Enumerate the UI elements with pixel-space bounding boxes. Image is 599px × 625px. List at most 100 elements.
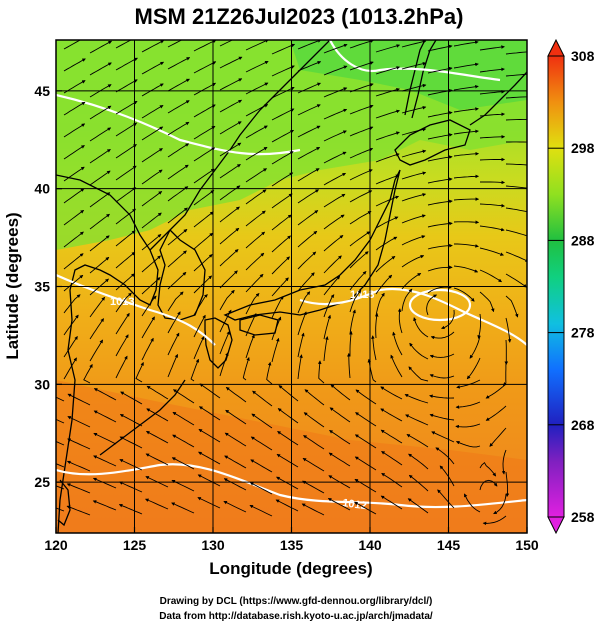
streamline xyxy=(271,108,295,121)
y-axis-label: Latitude (degrees) xyxy=(3,212,22,359)
streamline xyxy=(349,147,374,159)
streamline xyxy=(56,463,65,468)
streamline xyxy=(453,265,479,273)
streamline xyxy=(63,335,78,358)
streamline xyxy=(115,100,138,115)
y-tick-label: 35 xyxy=(34,279,50,295)
streamline xyxy=(355,389,377,405)
streamline xyxy=(63,101,86,116)
streamline xyxy=(453,129,479,135)
streamline xyxy=(167,40,183,48)
streamline xyxy=(198,451,221,465)
streamline xyxy=(242,357,250,381)
colorbar-scale xyxy=(547,55,565,518)
streamline xyxy=(380,429,403,444)
streamline xyxy=(349,190,373,203)
streamline xyxy=(317,360,325,384)
streamline xyxy=(381,451,403,466)
streamline xyxy=(323,108,348,120)
streamline xyxy=(172,411,195,426)
streamline xyxy=(141,212,162,229)
streamline xyxy=(453,287,475,302)
streamline xyxy=(219,249,239,267)
streamline xyxy=(401,255,425,268)
streamline xyxy=(141,316,155,339)
streamline xyxy=(56,418,65,424)
y-tick-label: 25 xyxy=(34,474,50,490)
streamline xyxy=(266,361,273,385)
streamline xyxy=(323,87,348,98)
streamline xyxy=(63,166,85,182)
streamline xyxy=(172,434,195,448)
streamline xyxy=(301,503,325,516)
streamline xyxy=(485,383,507,399)
streamline xyxy=(479,157,506,162)
streamline xyxy=(219,142,242,157)
colorbar-tick-label: 298 xyxy=(571,140,595,156)
streamline xyxy=(251,413,273,429)
streamline xyxy=(435,447,455,465)
streamline xyxy=(219,289,235,311)
streamline xyxy=(219,309,232,333)
y-axis-ticks: 25 30 35 40 45 xyxy=(34,83,62,490)
streamline xyxy=(479,89,505,95)
streamline xyxy=(431,431,455,443)
streamline xyxy=(63,314,79,336)
streamline xyxy=(375,131,400,141)
streamline xyxy=(199,383,221,399)
streamline xyxy=(349,169,373,181)
streamline xyxy=(349,104,374,115)
streamline xyxy=(115,355,128,379)
streamline xyxy=(167,78,190,92)
streamline xyxy=(401,273,422,290)
colorbar-top-arrow xyxy=(547,38,565,57)
streamline xyxy=(141,148,163,163)
land-temperature-northeast xyxy=(290,40,527,110)
streamline xyxy=(455,423,481,429)
streamline xyxy=(56,441,65,446)
streamline xyxy=(89,235,110,252)
streamline xyxy=(479,247,504,256)
streamline xyxy=(409,342,429,360)
streamline xyxy=(277,431,299,446)
streamline xyxy=(171,457,195,470)
streamline xyxy=(245,104,269,117)
streamline xyxy=(381,472,403,488)
streamline xyxy=(302,480,325,494)
streamline xyxy=(401,149,427,158)
colorbar-tick-label: 288 xyxy=(571,232,595,248)
streamline xyxy=(455,441,481,448)
streamline xyxy=(141,105,164,119)
streamline xyxy=(219,164,241,179)
streamline xyxy=(375,236,398,251)
streamline xyxy=(115,57,138,71)
x-tick-label: 145 xyxy=(437,537,461,553)
streamline xyxy=(250,459,273,473)
streamline xyxy=(323,151,347,164)
streamline xyxy=(271,295,284,319)
streamline xyxy=(56,507,65,512)
streamline xyxy=(401,193,427,202)
streamline xyxy=(115,144,137,159)
streamline xyxy=(354,478,377,493)
streamline xyxy=(167,143,190,158)
streamline xyxy=(66,483,91,494)
streamline xyxy=(323,294,335,318)
streamline xyxy=(245,82,269,95)
streamline xyxy=(297,147,321,160)
streamline xyxy=(167,57,191,70)
credit-data: Data from http://database.rish.kyoto-u.a… xyxy=(159,611,433,622)
streamline xyxy=(276,453,299,468)
streamline xyxy=(479,225,505,232)
streamline xyxy=(297,210,319,226)
streamline xyxy=(89,170,111,186)
streamline xyxy=(408,453,429,470)
streamline xyxy=(167,291,184,312)
streamline xyxy=(405,414,429,426)
streamline xyxy=(479,269,502,283)
lat-lon-grid xyxy=(56,40,527,533)
streamline xyxy=(92,500,117,511)
streamline xyxy=(349,289,362,313)
streamline xyxy=(479,67,505,73)
streamline xyxy=(219,330,230,355)
